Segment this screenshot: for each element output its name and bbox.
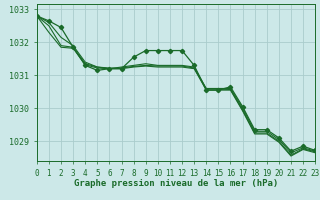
X-axis label: Graphe pression niveau de la mer (hPa): Graphe pression niveau de la mer (hPa): [74, 179, 278, 188]
